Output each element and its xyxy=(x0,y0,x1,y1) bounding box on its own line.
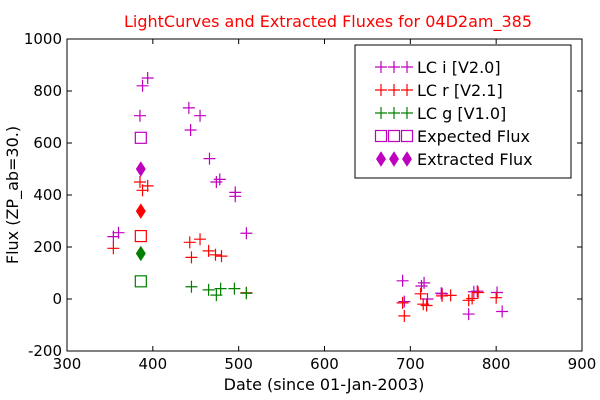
legend: LC i [V2.0] LC r [V2.1] LC g [V1.0] Expecte… xyxy=(354,44,572,179)
data-point xyxy=(466,292,479,305)
data-point xyxy=(185,280,198,293)
legend-marker xyxy=(402,151,412,167)
data-point xyxy=(183,236,196,249)
data-point xyxy=(472,286,485,299)
series-3 xyxy=(134,131,147,288)
y-tick-label: 400 xyxy=(33,186,62,204)
data-point xyxy=(444,289,457,302)
legend-marker xyxy=(388,84,400,96)
y-tick-label: 1000 xyxy=(24,30,62,48)
y-axis-label: Flux (ZP_ab=30.) xyxy=(3,126,23,264)
data-point xyxy=(213,173,226,186)
data-point xyxy=(133,176,146,188)
x-axis-label: Date (since 01-Jan-2003) xyxy=(224,375,425,394)
data-point xyxy=(194,109,207,122)
x-tick-label: 400 xyxy=(139,355,168,373)
data-point xyxy=(471,285,484,298)
x-tick-label: 300 xyxy=(53,355,82,373)
legend-marker xyxy=(400,129,414,143)
data-point xyxy=(135,245,146,262)
legend-marker xyxy=(375,107,387,119)
data-point xyxy=(396,274,409,287)
y-tick-label: 600 xyxy=(33,134,62,152)
data-point xyxy=(135,161,146,177)
data-point xyxy=(107,242,120,255)
data-point xyxy=(229,190,242,203)
data-point xyxy=(210,289,223,302)
data-point xyxy=(203,152,216,165)
data-point xyxy=(462,308,475,321)
y-tick-label: 200 xyxy=(33,238,62,256)
legend-label: LC r [V2.1] xyxy=(417,81,503,100)
legend-label: Extracted Flux xyxy=(417,150,533,169)
data-point xyxy=(240,287,253,300)
data-point xyxy=(415,280,428,292)
data-point xyxy=(398,295,411,308)
data-point xyxy=(209,248,222,261)
data-point xyxy=(215,250,228,263)
axis-ticks: 300 400 500 600 700 800 900 -200 0 200 400 600 800 10… xyxy=(24,30,597,373)
x-tick-label: 900 xyxy=(568,355,597,373)
legend-marker xyxy=(375,61,387,73)
legend-marker xyxy=(389,151,399,167)
data-marks xyxy=(107,72,509,322)
x-tick-label: 600 xyxy=(310,355,339,373)
data-point xyxy=(214,282,227,295)
legend-marker xyxy=(376,151,386,167)
data-point xyxy=(491,286,504,299)
data-point xyxy=(133,109,146,122)
legend-label: LC i [V2.0] xyxy=(417,58,501,77)
data-point xyxy=(134,229,147,243)
legend-marker xyxy=(387,129,401,143)
x-tick-label: 800 xyxy=(482,355,511,373)
series-2 xyxy=(185,280,253,302)
data-point xyxy=(141,179,154,192)
data-point xyxy=(398,309,411,322)
x-tick-label: 500 xyxy=(224,355,253,373)
data-point xyxy=(134,131,147,144)
legend-marker xyxy=(401,107,413,119)
data-point xyxy=(496,305,509,318)
data-point xyxy=(141,72,154,84)
data-point xyxy=(134,275,147,288)
data-point xyxy=(182,101,195,114)
legend-marker xyxy=(374,129,388,143)
chart-title: LightCurves and Extracted Fluxes for 04D… xyxy=(124,12,532,32)
data-point xyxy=(414,287,427,300)
data-point xyxy=(112,226,125,239)
data-point xyxy=(136,79,149,92)
y-tick-label: 800 xyxy=(33,82,62,100)
data-point xyxy=(135,203,146,219)
legend-marker xyxy=(375,84,387,96)
data-point xyxy=(194,233,207,246)
legend-marker xyxy=(388,107,400,119)
data-point xyxy=(228,282,241,295)
y-tick-label: 0 xyxy=(52,290,62,308)
data-point xyxy=(202,244,215,257)
data-point xyxy=(240,227,253,240)
legend-marker xyxy=(401,61,413,73)
legend-label: Expected Flux xyxy=(417,127,530,146)
legend-marker xyxy=(401,84,413,96)
data-point xyxy=(418,276,431,289)
data-point xyxy=(490,291,503,304)
data-point xyxy=(396,296,409,309)
y-tick-label: -200 xyxy=(28,342,62,360)
x-tick-label: 700 xyxy=(396,355,425,373)
series-4 xyxy=(135,161,146,262)
data-point xyxy=(420,299,433,312)
data-point xyxy=(202,283,215,296)
data-point xyxy=(185,251,198,264)
data-point xyxy=(184,124,197,136)
series-1 xyxy=(107,176,503,322)
legend-marker xyxy=(388,61,400,73)
legend-label: LC g [V1.0] xyxy=(417,104,506,123)
